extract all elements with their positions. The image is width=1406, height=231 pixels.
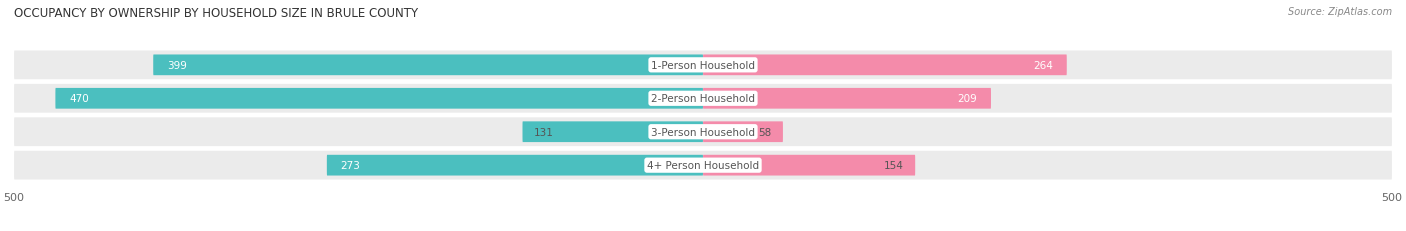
FancyBboxPatch shape (14, 85, 1392, 113)
Text: 3-Person Household: 3-Person Household (651, 127, 755, 137)
FancyBboxPatch shape (703, 55, 1067, 76)
FancyBboxPatch shape (703, 155, 915, 176)
FancyBboxPatch shape (326, 155, 703, 176)
Text: 264: 264 (1033, 61, 1053, 70)
FancyBboxPatch shape (14, 151, 1392, 180)
Text: 58: 58 (759, 127, 772, 137)
Text: 131: 131 (533, 127, 554, 137)
Text: 399: 399 (167, 61, 187, 70)
Text: 154: 154 (884, 161, 904, 170)
Text: 1-Person Household: 1-Person Household (651, 61, 755, 70)
FancyBboxPatch shape (14, 51, 1392, 80)
Text: OCCUPANCY BY OWNERSHIP BY HOUSEHOLD SIZE IN BRULE COUNTY: OCCUPANCY BY OWNERSHIP BY HOUSEHOLD SIZE… (14, 7, 418, 20)
FancyBboxPatch shape (703, 122, 783, 143)
FancyBboxPatch shape (153, 55, 703, 76)
Text: Source: ZipAtlas.com: Source: ZipAtlas.com (1288, 7, 1392, 17)
Text: 470: 470 (69, 94, 89, 104)
Text: 273: 273 (340, 161, 360, 170)
FancyBboxPatch shape (14, 118, 1392, 146)
Text: 209: 209 (957, 94, 977, 104)
Text: 4+ Person Household: 4+ Person Household (647, 161, 759, 170)
FancyBboxPatch shape (55, 88, 703, 109)
FancyBboxPatch shape (703, 88, 991, 109)
FancyBboxPatch shape (523, 122, 703, 143)
Text: 2-Person Household: 2-Person Household (651, 94, 755, 104)
